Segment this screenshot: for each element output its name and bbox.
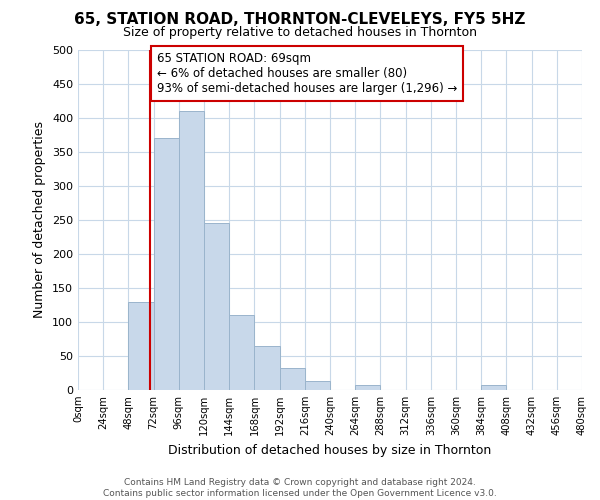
Text: Contains HM Land Registry data © Crown copyright and database right 2024.
Contai: Contains HM Land Registry data © Crown c… [103,478,497,498]
X-axis label: Distribution of detached houses by size in Thornton: Distribution of detached houses by size … [169,444,491,456]
Bar [280,368,305,390]
Bar [481,385,506,390]
Y-axis label: Number of detached properties: Number of detached properties [34,122,46,318]
Text: Size of property relative to detached houses in Thornton: Size of property relative to detached ho… [123,26,477,39]
Bar [229,315,254,390]
Text: 65 STATION ROAD: 69sqm
← 6% of detached houses are smaller (80)
93% of semi-deta: 65 STATION ROAD: 69sqm ← 6% of detached … [157,52,457,95]
Bar [179,111,204,390]
Bar [154,138,179,390]
Bar [355,385,380,390]
Bar [305,381,330,390]
Text: 65, STATION ROAD, THORNTON-CLEVELEYS, FY5 5HZ: 65, STATION ROAD, THORNTON-CLEVELEYS, FY… [74,12,526,28]
Bar [204,224,229,390]
Bar [128,302,154,390]
Bar [254,346,280,390]
